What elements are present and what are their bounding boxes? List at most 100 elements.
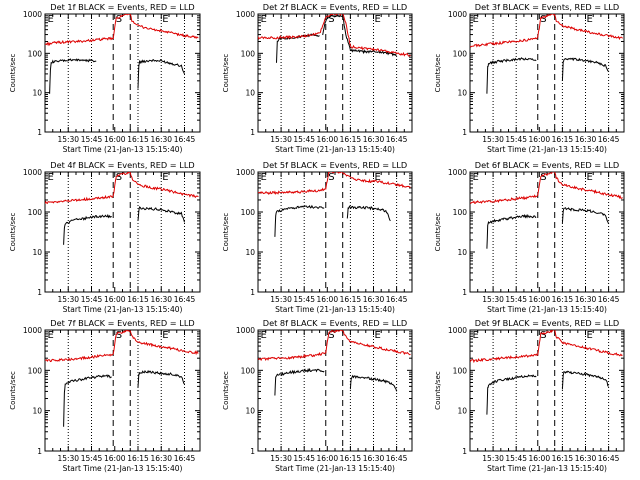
chart-8-y-tick-label: 100 — [241, 366, 256, 375]
chart-6-lld-series-line — [470, 172, 623, 204]
chart-7-events-series-line — [63, 374, 112, 427]
chart-3-marker-e: E — [587, 14, 593, 25]
chart-2-y-axis-label: Counts/sec — [222, 54, 230, 93]
chart-6-marker-e: E — [473, 172, 479, 183]
chart-7-y-tick-label: 1000 — [23, 326, 42, 335]
chart-4-x-tick-label: 15:45 — [81, 295, 103, 304]
chart-5-x-tick-label: 16:00 — [316, 295, 338, 304]
chart-9-marker-e: E — [587, 330, 593, 341]
chart-1-title: Det 1f BLACK = Events, RED = LLD — [50, 2, 194, 12]
chart-2-panel: Det 2f BLACK = Events, RED = LLD 1 10 100 10… — [222, 2, 413, 154]
chart-9-y-tick-label: 1000 — [448, 326, 467, 335]
chart-1-y-tick-label: 1000 — [23, 10, 42, 19]
chart-7-y-axis-label: Counts/sec — [9, 371, 17, 410]
chart-1-events-series-line — [137, 59, 185, 89]
chart-5-y-tick-label: 1 — [250, 288, 255, 297]
chart-3-x-tick-label: 15:30 — [482, 135, 504, 144]
chart-3-title: Det 3f BLACK = Events, RED = LLD — [475, 2, 619, 12]
chart-8-panel: Det 8f BLACK = Events, RED = LLD 1 10 100 10… — [222, 318, 413, 473]
chart-1-x-axis-label: Start Time (21-Jan-13 15:15:40) — [63, 145, 183, 154]
chart-9-y-axis-label: Counts/sec — [434, 371, 442, 410]
chart-5-marker-e: E — [261, 172, 267, 183]
chart-7-x-tick-label: 16:30 — [150, 454, 172, 463]
chart-9-x-tick-label: 16:45 — [598, 454, 620, 463]
chart-2-marker-s: S — [328, 14, 334, 25]
chart-9-x-tick-label: 16:15 — [552, 454, 574, 463]
chart-5-marker-e: E — [375, 172, 381, 183]
chart-8-events-series-line — [349, 374, 398, 392]
chart-4-marker-e: E — [48, 172, 54, 183]
chart-4-x-tick-label: 16:30 — [150, 295, 172, 304]
chart-6-x-tick-label: 16:15 — [552, 295, 574, 304]
chart-5-panel: Det 5f BLACK = Events, RED = LLD 1 10 100 10… — [222, 160, 413, 314]
chart-6-x-tick-label: 15:30 — [482, 295, 504, 304]
chart-4-marker-e: E — [162, 172, 168, 183]
chart-9-events-series-line — [561, 370, 609, 390]
chart-4-marker-s: S — [116, 172, 122, 183]
chart-9-panel: Det 9f BLACK = Events, RED = LLD 1 10 100 10… — [434, 318, 625, 473]
chart-2-lld-series-line — [258, 14, 411, 57]
chart-1-x-tick-label: 16:45 — [174, 135, 196, 144]
chart-5-x-tick-label: 16:15 — [340, 295, 362, 304]
chart-6-title: Det 6f BLACK = Events, RED = LLD — [475, 160, 619, 170]
chart-1-y-tick-label: 10 — [32, 89, 42, 98]
chart-7-y-tick-label: 100 — [28, 366, 43, 375]
chart-8-x-axis-label: Start Time (21-Jan-13 15:15:40) — [275, 464, 395, 473]
chart-8-y-tick-label: 10 — [245, 407, 255, 416]
chart-8-x-tick-label: 16:15 — [340, 454, 362, 463]
chart-2-y-tick-label: 1000 — [236, 10, 255, 19]
chart-5-x-tick-label: 16:30 — [363, 295, 385, 304]
chart-5-events-series-line — [274, 204, 325, 237]
chart-1-y-tick-label: 1 — [37, 128, 42, 137]
chart-1-x-tick-label: 16:30 — [150, 135, 172, 144]
chart-6-x-tick-label: 16:30 — [575, 295, 597, 304]
chart-4-x-tick-label: 16:15 — [127, 295, 149, 304]
chart-5-y-tick-label: 1000 — [236, 168, 255, 177]
chart-9-marker-s: S — [540, 330, 546, 341]
chart-2-title: Det 2f BLACK = Events, RED = LLD — [263, 2, 407, 12]
chart-7-marker-s: S — [116, 330, 122, 341]
chart-6-y-tick-label: 1000 — [448, 168, 467, 177]
chart-2-events-series-line — [322, 14, 397, 57]
chart-4-y-tick-label: 1000 — [23, 168, 42, 177]
chart-7-x-tick-label: 16:45 — [174, 454, 196, 463]
chart-4-y-tick-label: 100 — [28, 208, 43, 217]
chart-5-x-tick-label: 15:30 — [270, 295, 292, 304]
chart-5-y-tick-label: 100 — [241, 208, 256, 217]
chart-8-y-axis-label: Counts/sec — [222, 371, 230, 410]
chart-7-x-tick-label: 15:45 — [81, 454, 103, 463]
chart-6-y-tick-label: 100 — [453, 208, 468, 217]
chart-3-x-axis-label: Start Time (21-Jan-13 15:15:40) — [487, 145, 607, 154]
chart-1-panel: Det 1f BLACK = Events, RED = LLD 1 10 100 10… — [9, 2, 201, 154]
chart-3-x-tick-label: 16:45 — [598, 135, 620, 144]
chart-4-x-tick-label: 16:00 — [104, 295, 126, 304]
chart-8-x-tick-label: 16:45 — [386, 454, 408, 463]
chart-3-marker-s: S — [540, 14, 546, 25]
chart-3-x-tick-label: 16:00 — [528, 135, 550, 144]
chart-2-marker-e: E — [261, 14, 267, 25]
chart-4-x-tick-label: 15:30 — [57, 295, 79, 304]
chart-1-y-axis-label: Counts/sec — [9, 54, 17, 93]
chart-3-plot-frame — [469, 13, 625, 133]
chart-3-y-tick-label: 100 — [453, 49, 468, 58]
chart-3-y-tick-label: 1000 — [448, 10, 467, 19]
chart-4-y-axis-label: Counts/sec — [9, 213, 17, 252]
chart-7-marker-e: E — [162, 330, 168, 341]
chart-5-title: Det 5f BLACK = Events, RED = LLD — [263, 160, 407, 170]
chart-4-x-axis-label: Start Time (21-Jan-13 15:15:40) — [63, 305, 183, 314]
chart-6-y-tick-label: 10 — [457, 248, 467, 257]
chart-7-events-series-line — [137, 369, 185, 388]
chart-1-lld-series-line — [45, 14, 199, 47]
chart-5-x-axis-label: Start Time (21-Jan-13 15:15:40) — [275, 305, 395, 314]
chart-5-events-series-line — [346, 205, 391, 222]
chart-3-x-tick-label: 16:15 — [552, 135, 574, 144]
chart-9-y-tick-label: 100 — [453, 366, 468, 375]
chart-9-title: Det 9f BLACK = Events, RED = LLD — [475, 318, 619, 328]
chart-7-x-axis-label: Start Time (21-Jan-13 15:15:40) — [63, 464, 183, 473]
chart-4-events-series-line — [137, 206, 185, 223]
chart-1-x-tick-label: 16:15 — [127, 135, 149, 144]
chart-8-x-tick-label: 15:45 — [293, 454, 315, 463]
chart-7-y-tick-label: 10 — [32, 407, 42, 416]
chart-8-marker-s: S — [328, 330, 334, 341]
